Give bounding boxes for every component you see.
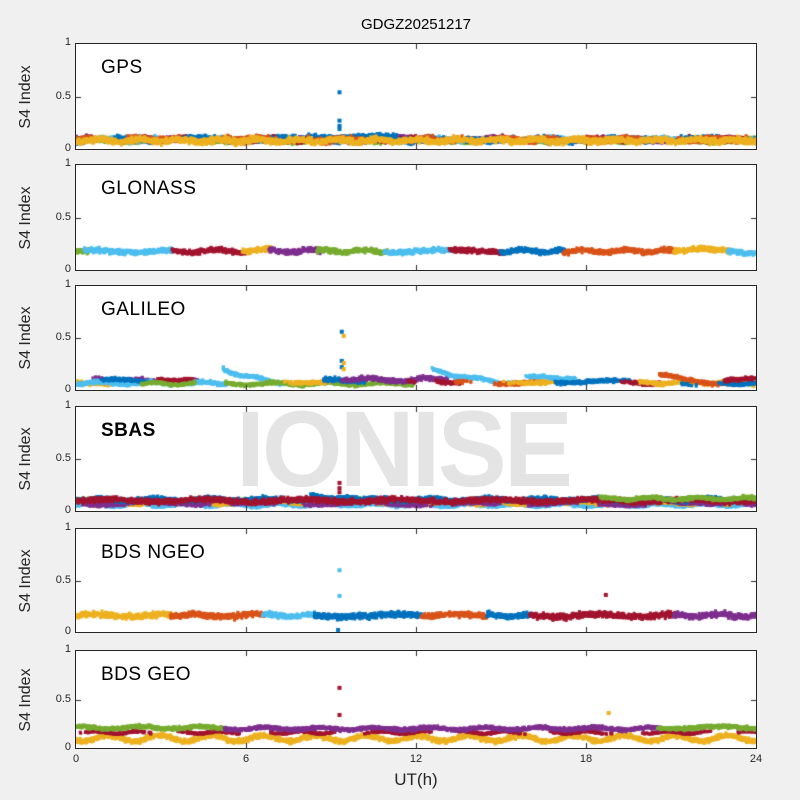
galileo-scatter-canvas — [76, 286, 756, 390]
y-tick-label: 0.5 — [55, 210, 71, 223]
y-tick-label: 0 — [64, 625, 71, 637]
y-tick-label: 1 — [64, 36, 71, 48]
y-tick-label: 0 — [64, 383, 71, 395]
bds-geo-scatter-canvas — [76, 651, 756, 748]
subplot-sbas: IONISE SBAS — [75, 395, 757, 512]
y-tick-label: 0.5 — [55, 452, 71, 464]
subplot-bds-geo: BDS GEO — [75, 650, 757, 749]
y-axis-label: S4 Index — [17, 667, 34, 732]
y-tick-label: 0.5 — [55, 89, 71, 102]
y-tick-label: 0 — [64, 263, 71, 275]
y-axis-label: S4 Index — [17, 427, 34, 491]
y-axis-label: S4 Index — [17, 185, 34, 250]
bds-ngeo-scatter-canvas — [76, 529, 756, 632]
constellation-label-bds-geo: BDS GEO — [101, 664, 192, 685]
y-tick-label: 1 — [64, 521, 71, 533]
subplot-gps: GPS — [75, 43, 757, 150]
y-tick-label: 0.5 — [55, 692, 71, 705]
subplot-bds-ngeo: BDS NGEO — [75, 528, 757, 633]
y-axis-label: S4 Index — [17, 64, 34, 129]
y-tick-label: 0.5 — [55, 573, 71, 586]
y-tick-label: 0.5 — [55, 331, 71, 343]
constellation-label-bds-ngeo: BDS NGEO — [101, 542, 206, 563]
y-tick-label: 0 — [64, 741, 71, 753]
sbas-scatter-canvas — [76, 407, 756, 511]
gps-scatter-canvas — [76, 44, 756, 149]
x-tick-label: 12 — [409, 753, 423, 765]
x-tick-label: 6 — [242, 753, 250, 765]
constellation-label-glonass: GLONASS — [101, 178, 197, 199]
subplot-galileo: GALILEO — [75, 285, 757, 391]
y-tick-label: 1 — [64, 643, 71, 655]
subplot-glonass: GLONASS — [75, 164, 757, 271]
x-tick-label: 24 — [749, 753, 763, 765]
x-axis-label: UT(h) — [394, 770, 438, 789]
x-tick-label: 18 — [579, 753, 593, 765]
x-tick-label: 0 — [72, 753, 80, 765]
constellation-label-galileo: GALILEO — [101, 299, 186, 320]
y-tick-label: 1 — [64, 157, 71, 169]
glonass-scatter-canvas — [76, 165, 756, 270]
constellation-label-sbas: SBAS — [101, 420, 156, 441]
y-tick-label: 0 — [64, 504, 71, 516]
figure-title: GDGZ20251217 — [360, 16, 472, 33]
y-axis-label: S4 Index — [17, 306, 34, 370]
constellation-label-gps: GPS — [101, 57, 143, 78]
y-tick-label: 0 — [64, 142, 71, 154]
y-tick-label: 1 — [64, 278, 71, 290]
y-tick-label: 1 — [64, 399, 71, 411]
y-axis-label: S4 Index — [17, 548, 34, 613]
